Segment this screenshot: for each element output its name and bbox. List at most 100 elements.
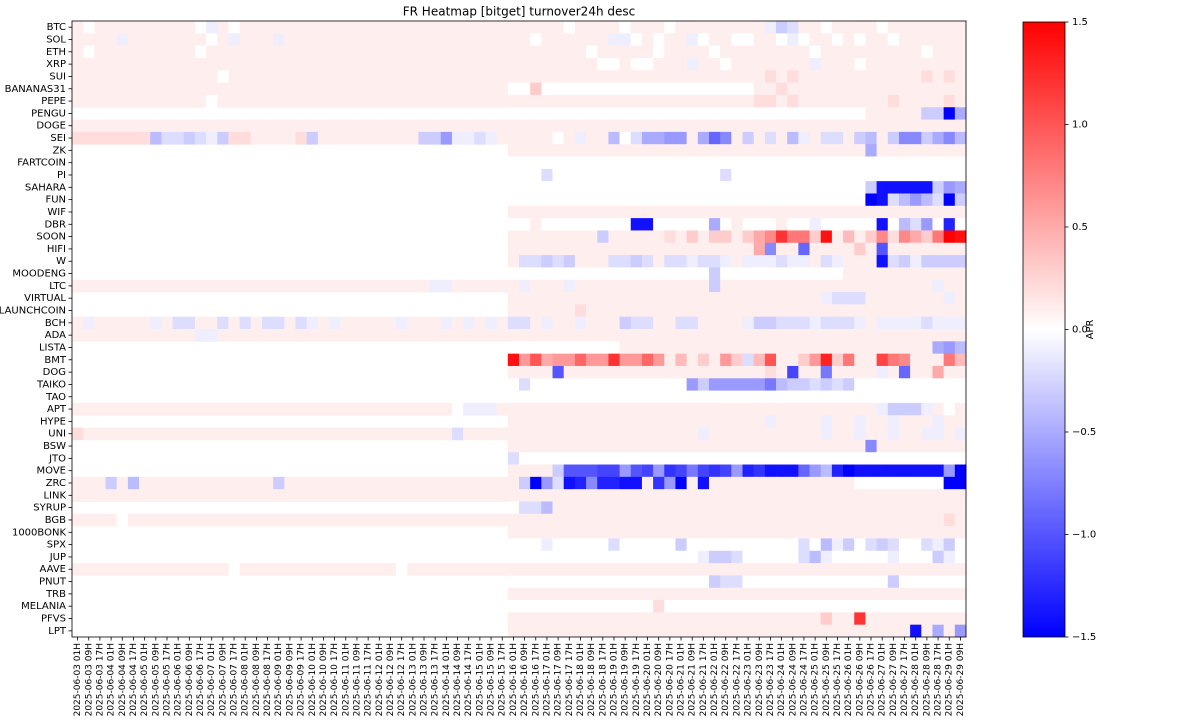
heatmap-cell xyxy=(697,156,710,170)
heatmap-cell xyxy=(764,415,777,428)
heatmap-cell xyxy=(697,427,710,441)
heatmap-cell xyxy=(619,168,632,182)
heatmap-cell xyxy=(94,563,106,576)
heatmap-cell xyxy=(127,427,140,441)
heatmap-cell xyxy=(641,242,654,256)
heatmap-cell xyxy=(898,242,911,256)
heatmap-cell xyxy=(664,353,676,367)
heatmap-cell xyxy=(776,513,788,527)
heatmap-cell xyxy=(351,94,363,108)
heatmap-cell xyxy=(798,242,810,256)
x-tick-label: 2025-06-17 17H xyxy=(565,643,575,716)
heatmap-cell xyxy=(954,464,967,478)
y-tick-label: APT xyxy=(47,404,67,415)
heatmap-cell xyxy=(910,70,922,83)
heatmap-cell xyxy=(574,587,587,601)
heatmap-cell xyxy=(541,255,553,268)
heatmap-cell xyxy=(139,316,151,330)
heatmap-cell xyxy=(139,131,151,145)
heatmap-cell xyxy=(876,452,889,465)
heatmap-cell xyxy=(697,57,710,71)
heatmap-cell xyxy=(932,33,945,47)
x-tick-label: 2025-06-29 01H xyxy=(945,643,955,716)
heatmap-cell xyxy=(507,353,520,367)
heatmap-cell xyxy=(954,526,967,539)
colorbar-tick-label: 0.5 xyxy=(1072,222,1088,233)
heatmap-cell xyxy=(932,464,945,478)
heatmap-cell xyxy=(563,119,576,133)
heatmap-cell xyxy=(630,390,643,404)
heatmap-cell xyxy=(843,341,855,355)
heatmap-cell xyxy=(686,575,699,589)
heatmap-cell xyxy=(552,255,565,268)
heatmap-cell xyxy=(697,255,710,268)
heatmap-cell xyxy=(876,353,889,367)
heatmap-cell xyxy=(686,501,699,515)
heatmap-cell xyxy=(742,82,755,96)
heatmap-cell xyxy=(217,94,229,108)
heatmap-cell xyxy=(507,378,520,391)
x-tick-label: 2025-06-03 01H xyxy=(73,643,83,716)
heatmap-cell xyxy=(831,365,844,379)
heatmap-cell xyxy=(172,131,185,145)
heatmap-cell xyxy=(708,205,721,219)
heatmap-cell xyxy=(731,255,743,268)
heatmap-cell xyxy=(708,181,721,194)
heatmap-cell xyxy=(451,402,464,416)
heatmap-cell xyxy=(552,329,565,342)
heatmap-cell xyxy=(776,70,788,83)
heatmap-cell xyxy=(776,452,788,465)
heatmap-cell xyxy=(630,255,643,268)
heatmap-cell xyxy=(641,575,654,589)
heatmap-cell xyxy=(384,131,397,145)
heatmap-cell xyxy=(887,378,900,391)
heatmap-cell xyxy=(340,119,352,133)
heatmap-cell xyxy=(731,33,743,47)
heatmap-cell xyxy=(586,156,598,170)
heatmap-cell xyxy=(910,94,922,108)
heatmap-cell xyxy=(507,181,520,194)
heatmap-cell xyxy=(507,427,520,441)
heatmap-cell xyxy=(954,57,967,71)
heatmap-cell xyxy=(630,563,643,576)
heatmap-cell xyxy=(552,45,565,59)
heatmap-cell xyxy=(831,57,844,71)
heatmap-cell xyxy=(340,513,352,527)
heatmap-cell xyxy=(228,279,241,293)
heatmap-cell xyxy=(597,156,609,170)
heatmap-cell xyxy=(451,21,464,34)
heatmap-cell xyxy=(574,575,587,589)
heatmap-cell xyxy=(340,427,352,441)
heatmap-cell xyxy=(94,82,106,96)
heatmap-cell xyxy=(597,513,609,527)
heatmap-cell xyxy=(574,21,587,34)
heatmap-cell xyxy=(764,390,777,404)
heatmap-cell xyxy=(429,45,442,59)
heatmap-cell xyxy=(798,70,810,83)
heatmap-cell xyxy=(597,329,609,342)
heatmap-cell xyxy=(407,476,419,490)
heatmap-cell xyxy=(776,587,788,601)
heatmap-cell xyxy=(776,365,788,379)
heatmap-cell xyxy=(776,82,788,96)
heatmap-cell xyxy=(619,550,632,564)
heatmap-cell xyxy=(619,107,632,120)
heatmap-cell xyxy=(653,107,665,120)
heatmap-cell xyxy=(910,390,922,404)
heatmap-cell xyxy=(776,489,788,502)
heatmap-cell xyxy=(530,119,542,133)
heatmap-cell xyxy=(753,21,766,34)
heatmap-cell xyxy=(675,144,688,157)
heatmap-cell xyxy=(552,205,565,219)
heatmap-cell xyxy=(563,476,576,490)
heatmap-cell xyxy=(820,267,833,281)
heatmap-cell xyxy=(273,563,285,576)
heatmap-cell xyxy=(954,205,967,219)
heatmap-cell xyxy=(496,427,509,441)
heatmap-cell xyxy=(764,329,777,342)
heatmap-cell xyxy=(496,45,509,59)
heatmap-cell xyxy=(776,600,788,613)
heatmap-cell xyxy=(664,218,676,231)
heatmap-cell xyxy=(507,82,520,96)
heatmap-cell xyxy=(574,267,587,281)
